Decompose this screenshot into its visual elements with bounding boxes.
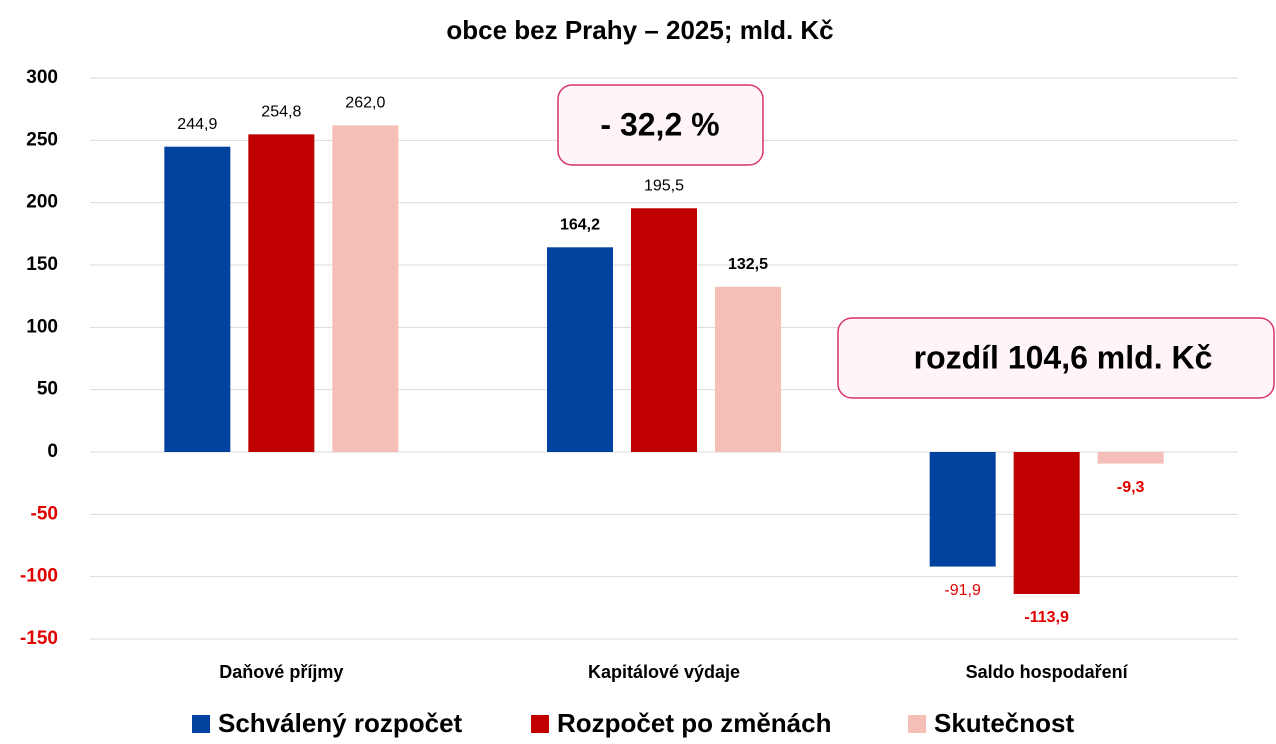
data-label: 132,5 — [728, 256, 768, 273]
bar — [1013, 452, 1080, 594]
legend-label: Skutečnost — [934, 708, 1074, 738]
bar — [164, 146, 231, 452]
bar — [547, 247, 613, 452]
y-tick-label: 50 — [37, 379, 58, 400]
data-label: 262,0 — [345, 95, 385, 112]
x-tick-label: Daňové příjmy — [219, 662, 343, 682]
bar — [248, 134, 315, 452]
y-tick-label: 250 — [26, 129, 58, 150]
y-tick-label: 200 — [26, 192, 58, 213]
y-tick-label: -150 — [20, 628, 58, 649]
x-tick-label: Kapitálové výdaje — [588, 662, 740, 682]
data-label: 164,2 — [560, 217, 600, 234]
data-label: 195,5 — [644, 177, 684, 194]
legend-label: Rozpočet po změnách — [557, 708, 831, 738]
bar — [332, 125, 399, 452]
y-tick-label: 300 — [26, 67, 58, 88]
y-tick-label: -100 — [20, 566, 58, 587]
plot-area: -150 -100 -50 0 50 100 150 200 250 300 Daňové příj… — [20, 67, 1238, 738]
bar — [715, 286, 781, 452]
data-label: 254,8 — [261, 104, 301, 121]
y-tick-label: 0 — [47, 441, 58, 462]
bar — [1097, 452, 1164, 464]
y-tick-label: 150 — [26, 254, 58, 275]
data-label: 244,9 — [177, 116, 217, 133]
annotation-box — [837, 317, 1275, 399]
data-label: -9,3 — [1117, 479, 1145, 496]
y-tick-label: -50 — [31, 503, 58, 524]
legend-label: Schválený rozpočet — [218, 708, 463, 738]
data-label: -91,9 — [944, 582, 981, 599]
annotation: - 32,2 % — [600, 106, 719, 142]
bar — [929, 452, 996, 567]
legend-swatch — [531, 715, 549, 733]
chart-title: obce bez Prahy – 2025; mld. Kč — [446, 15, 833, 45]
annotation-box — [557, 84, 764, 166]
x-tick-label: Saldo hospodaření — [966, 662, 1129, 682]
legend-swatch — [908, 715, 926, 733]
bar — [631, 208, 697, 452]
data-label: -113,9 — [1024, 609, 1069, 626]
y-tick-label: 100 — [26, 316, 58, 337]
annotation: rozdíl 104,6 mld. Kč — [914, 339, 1213, 375]
legend-swatch — [192, 715, 210, 733]
